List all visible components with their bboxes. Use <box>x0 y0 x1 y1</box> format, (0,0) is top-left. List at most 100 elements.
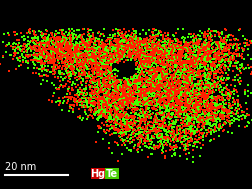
Point <box>135 89 139 92</box>
Point <box>98 66 102 69</box>
Point <box>133 33 137 36</box>
Point <box>171 130 175 133</box>
Point <box>169 128 173 131</box>
Point <box>134 84 138 87</box>
Point <box>194 94 198 98</box>
Point <box>31 58 35 61</box>
Point <box>191 104 195 107</box>
Point <box>223 103 227 106</box>
Point <box>43 54 47 57</box>
Point <box>183 62 187 65</box>
Point <box>100 59 104 62</box>
Point <box>183 116 187 119</box>
Point <box>161 37 165 40</box>
Point <box>55 76 59 79</box>
Point <box>194 62 198 65</box>
Point <box>212 128 216 131</box>
Point <box>58 36 62 39</box>
Point <box>179 98 183 101</box>
Point <box>170 45 174 48</box>
Point <box>121 119 125 122</box>
Point <box>137 130 141 133</box>
Point <box>198 62 202 65</box>
Point <box>212 112 216 115</box>
Point <box>158 53 162 57</box>
Point <box>188 100 192 103</box>
Point <box>103 87 107 90</box>
Point <box>115 75 119 78</box>
Point <box>125 94 129 97</box>
Point <box>43 37 47 40</box>
Point <box>115 113 119 116</box>
Point <box>66 45 70 48</box>
Point <box>171 94 175 97</box>
Point <box>66 98 70 101</box>
Point <box>205 89 209 92</box>
Point <box>202 109 206 112</box>
Point <box>71 111 75 114</box>
Point <box>192 88 196 91</box>
Point <box>144 132 148 135</box>
Point <box>196 126 200 129</box>
Point <box>121 133 125 136</box>
Point <box>216 104 220 107</box>
Point <box>198 82 202 85</box>
Point <box>173 46 177 49</box>
Point <box>131 119 135 122</box>
Point <box>58 55 62 58</box>
Point <box>80 101 84 104</box>
Point <box>148 65 152 68</box>
Point <box>150 92 154 95</box>
Point <box>98 110 102 113</box>
Point <box>153 108 158 111</box>
Point <box>112 77 116 80</box>
Point <box>98 46 102 50</box>
Point <box>208 98 212 101</box>
Point <box>179 75 183 78</box>
Point <box>182 41 186 44</box>
Point <box>118 93 122 96</box>
Point <box>238 55 242 58</box>
Point <box>173 47 177 50</box>
Point <box>168 95 172 98</box>
Point <box>237 43 241 46</box>
Point <box>156 54 160 57</box>
Point <box>215 76 219 79</box>
Point <box>179 99 183 102</box>
Point <box>186 58 190 61</box>
Point <box>168 84 172 87</box>
Point <box>14 52 18 55</box>
Point <box>226 116 230 119</box>
Point <box>109 83 113 86</box>
Point <box>68 63 72 66</box>
Point <box>225 73 229 76</box>
Point <box>108 57 112 60</box>
Point <box>132 86 136 89</box>
Point <box>200 46 204 50</box>
Point <box>121 114 125 117</box>
Point <box>82 62 86 65</box>
Point <box>71 72 75 75</box>
Point <box>168 104 172 107</box>
Point <box>168 137 172 140</box>
Point <box>145 110 149 113</box>
Point <box>205 112 209 115</box>
Point <box>113 44 117 47</box>
Point <box>170 88 174 91</box>
Point <box>133 85 137 88</box>
Point <box>220 79 225 82</box>
Point <box>131 43 135 46</box>
Point <box>163 103 167 106</box>
Point <box>93 75 97 78</box>
Point <box>52 38 56 41</box>
Point <box>193 92 197 95</box>
Point <box>138 84 142 88</box>
Point <box>70 31 74 34</box>
Point <box>133 86 137 89</box>
Point <box>225 35 229 38</box>
Point <box>69 57 73 60</box>
Point <box>150 36 154 39</box>
Point <box>153 48 157 51</box>
Point <box>174 70 178 73</box>
Point <box>188 51 192 54</box>
